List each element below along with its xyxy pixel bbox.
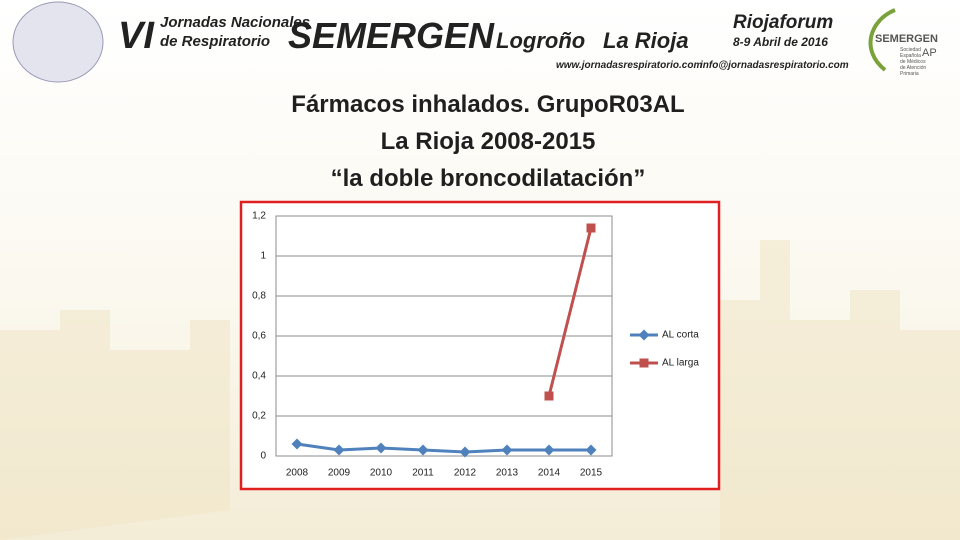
series-line bbox=[296, 442, 591, 454]
brand: SEMERGEN bbox=[288, 15, 495, 56]
y-tick-label: 0 bbox=[260, 451, 266, 462]
legend-marker bbox=[639, 358, 649, 368]
x-tick-label: 2015 bbox=[580, 468, 603, 479]
logo-sub-line: de Médicos bbox=[900, 59, 926, 65]
web: www.jornadasrespiratorio.com bbox=[556, 60, 702, 71]
edition: VI bbox=[118, 15, 155, 57]
data-point bbox=[586, 223, 596, 233]
dates: 8-9 Abril de 2016 bbox=[733, 35, 828, 49]
x-tick-label: 2014 bbox=[538, 468, 561, 479]
series-line bbox=[547, 227, 593, 397]
x-tick-label: 2010 bbox=[370, 468, 393, 479]
legend-label: AL corta bbox=[662, 330, 699, 341]
chart: 0 0,2 0,4 0,6 0,8 1 1,2 2008 2009 2010 2011 2012 201… bbox=[252, 211, 699, 479]
y-tick-label: 0,6 bbox=[252, 331, 266, 342]
title-line: Fármacos inhalados. GrupoR03AL bbox=[291, 91, 684, 118]
legend-marker bbox=[638, 329, 650, 341]
venue: Riojaforum bbox=[733, 12, 833, 33]
event-line: de Respiratorio bbox=[160, 33, 270, 50]
data-point bbox=[543, 444, 555, 456]
logo-sub-line: Sociedad bbox=[900, 47, 921, 53]
y-tick-label: 0,8 bbox=[252, 291, 266, 302]
data-point bbox=[333, 444, 345, 456]
data-point bbox=[291, 438, 303, 450]
title-line: La Rioja 2008-2015 bbox=[381, 128, 596, 155]
y-tick-label: 1 bbox=[260, 251, 266, 262]
data-point bbox=[585, 444, 597, 456]
logo-swoosh bbox=[868, 8, 896, 72]
data-point bbox=[459, 446, 471, 458]
x-tick-label: 2008 bbox=[286, 468, 309, 479]
city: Logroño bbox=[496, 28, 585, 53]
x-tick-label: 2012 bbox=[454, 468, 477, 479]
legend-label: AL larga bbox=[662, 358, 699, 369]
data-point bbox=[501, 444, 513, 456]
chart-frame bbox=[239, 200, 721, 491]
event-line: Jornadas Nacionales bbox=[160, 14, 310, 31]
y-tick-label: 0,2 bbox=[252, 411, 266, 422]
x-tick-label: 2011 bbox=[412, 468, 434, 479]
y-tick-label: 0,4 bbox=[252, 371, 266, 382]
logo-sub-line: Primaria bbox=[900, 71, 919, 77]
data-point bbox=[417, 444, 429, 456]
logo-sub-line: de Atención bbox=[900, 65, 926, 71]
x-tick-label: 2013 bbox=[496, 468, 519, 479]
logo-sub-line: Española bbox=[900, 53, 921, 59]
data-point bbox=[375, 442, 387, 454]
email: info@jornadasrespiratorio.com bbox=[700, 60, 849, 71]
y-tick-label: 1,2 bbox=[252, 211, 266, 222]
slide-title: Fármacos inhalados. GrupoR03AL La Rioja 2… bbox=[291, 91, 684, 192]
lungs-icon bbox=[12, 1, 104, 83]
logo-name: SEMERGEN bbox=[875, 33, 938, 45]
region: La Rioja bbox=[603, 28, 689, 53]
data-point bbox=[544, 391, 554, 401]
logo-suffix: AP bbox=[922, 47, 937, 59]
plot-border bbox=[275, 215, 613, 457]
x-tick-label: 2009 bbox=[328, 468, 351, 479]
title-line: “la doble broncodilatación” bbox=[331, 165, 646, 192]
